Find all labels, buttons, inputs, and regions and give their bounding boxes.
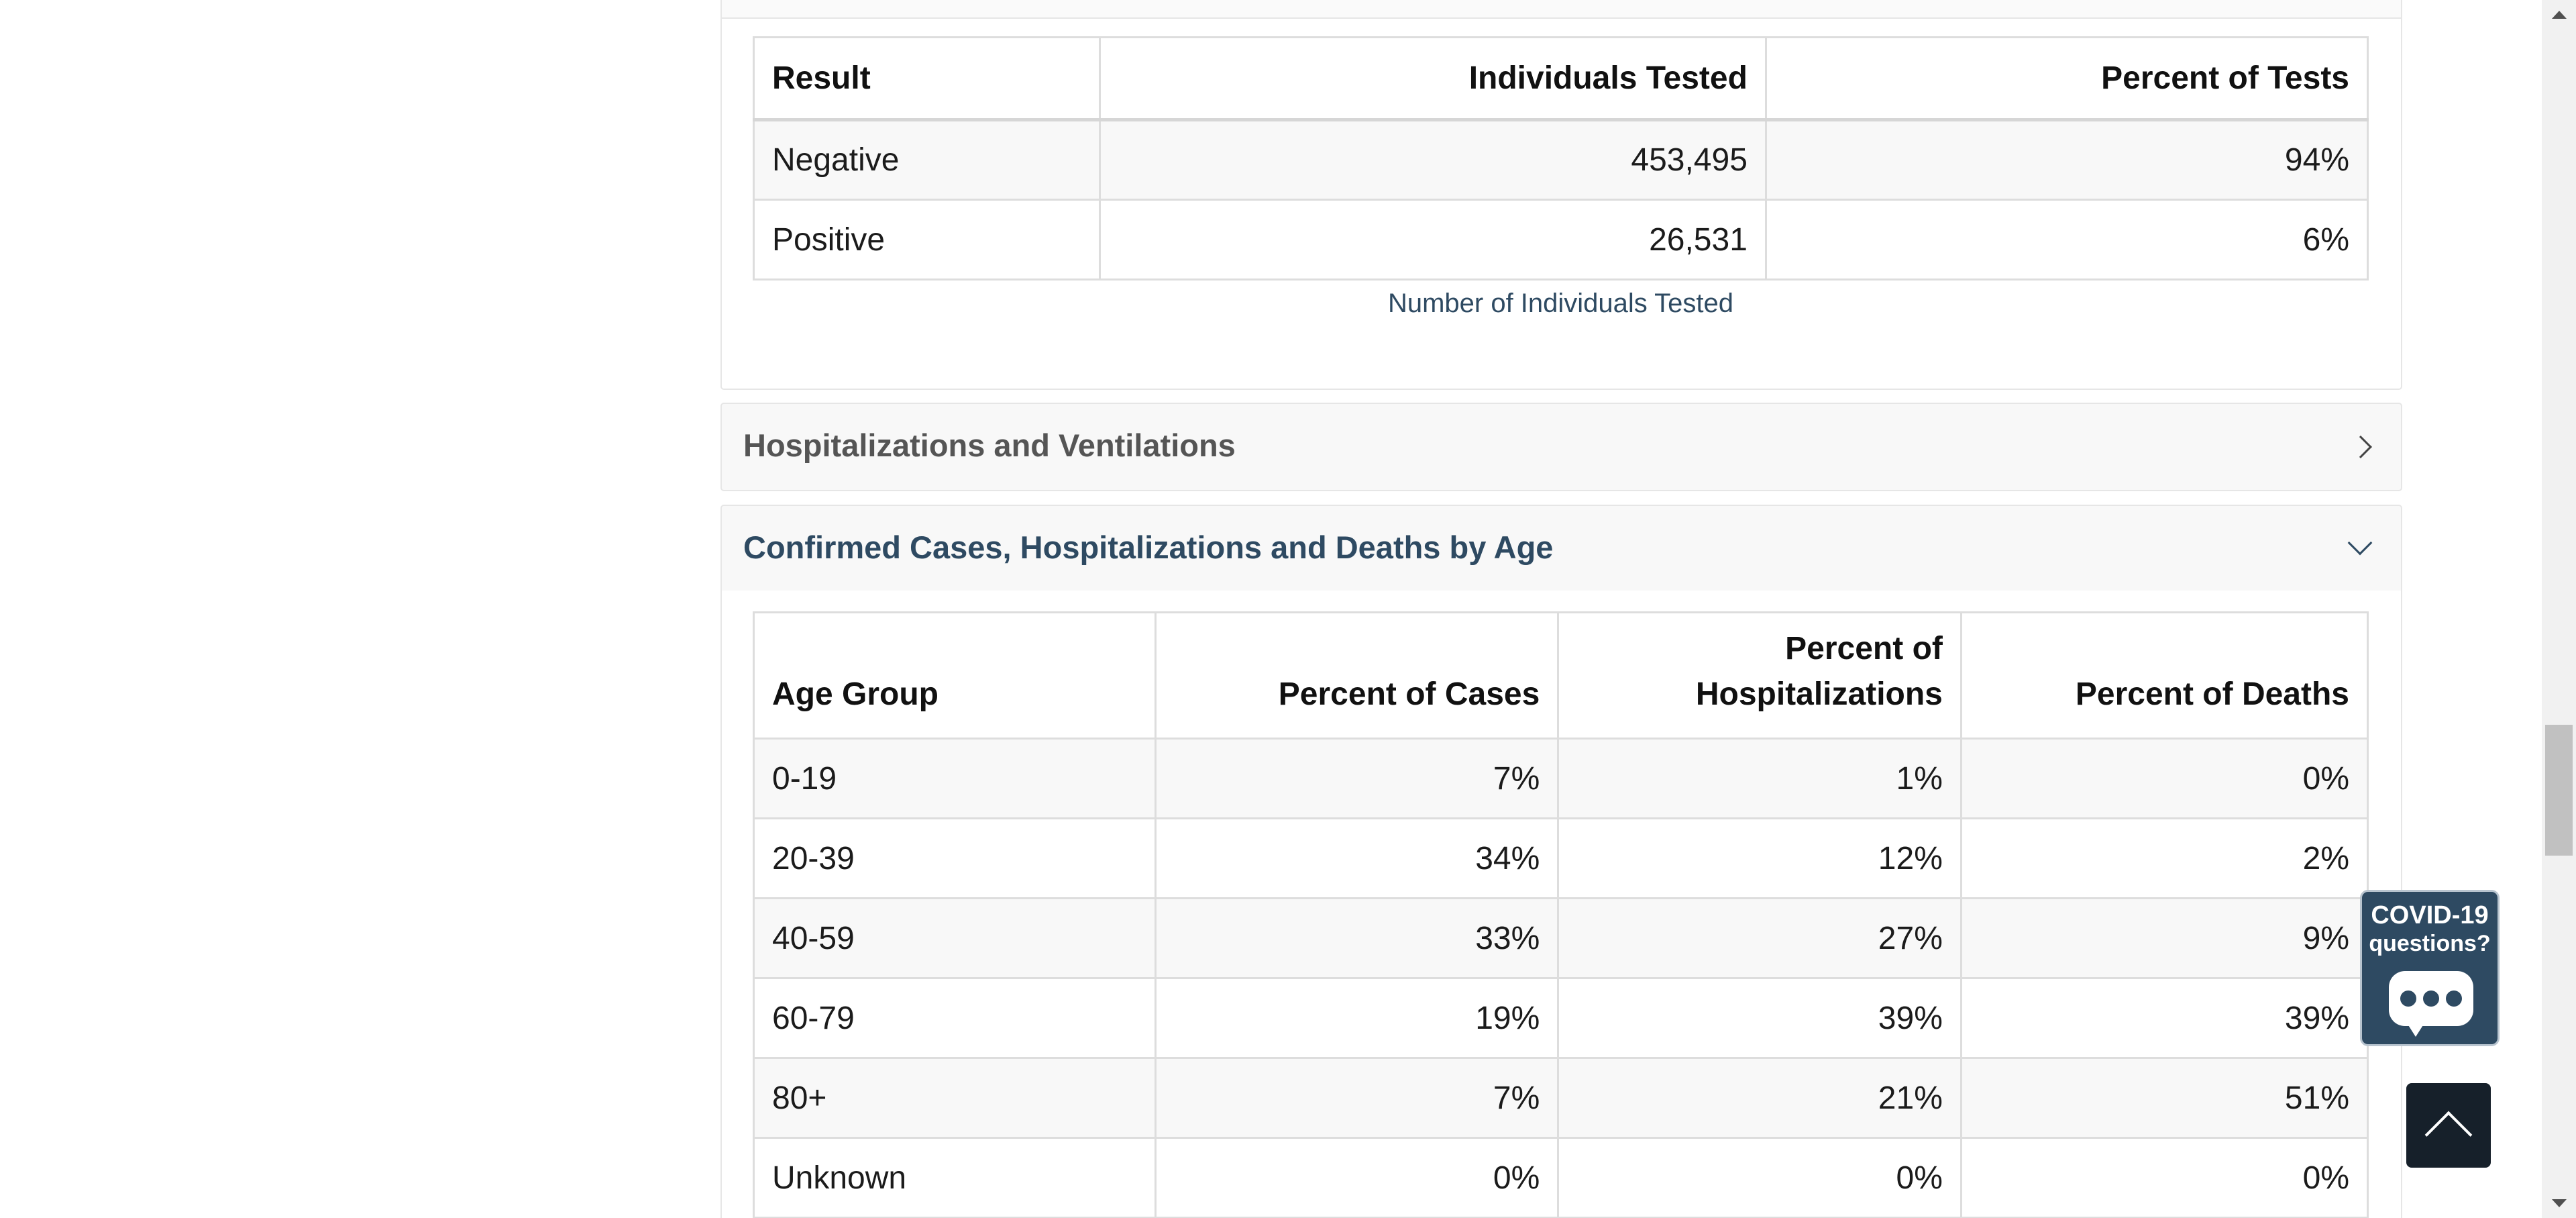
testing-panel-header xyxy=(722,0,2401,19)
cell-age-group: 20-39 xyxy=(752,817,1157,899)
accordion-hospitalizations[interactable]: Hospitalizations and Ventilations xyxy=(720,403,2402,491)
cell-percent-of-hospitalizations: 0% xyxy=(1557,1137,1962,1218)
chat-widget-subtitle: questions? xyxy=(2369,931,2491,956)
header-line: Hospitalizations xyxy=(1695,676,1943,712)
dot xyxy=(2423,991,2439,1007)
accordion-by-age[interactable]: Confirmed Cases, Hospitalizations and De… xyxy=(720,505,2402,593)
cell-percent-of-cases: 7% xyxy=(1155,738,1560,819)
table-row: 60-79 19% 39% 39% xyxy=(752,977,2369,1059)
column-header-percent-of-tests: Percent of Tests xyxy=(1764,36,2369,121)
scroll-up-button[interactable] xyxy=(2542,0,2576,30)
cell-percent-of-hospitalizations: 12% xyxy=(1557,817,1962,899)
cell-age-group: 60-79 xyxy=(752,977,1157,1059)
back-to-top-button[interactable] xyxy=(2406,1083,2491,1168)
cell-percent-of-cases: 19% xyxy=(1155,977,1560,1059)
chat-widget-title: COVID-19 xyxy=(2371,901,2489,929)
header-line: Percent of xyxy=(1785,631,1943,666)
table-row: 40-59 33% 27% 9% xyxy=(752,897,2369,979)
table-row: 0-19 7% 1% 0% xyxy=(752,738,2369,819)
cell-percent-of-deaths: 2% xyxy=(1960,817,2369,899)
scroll-down-button[interactable] xyxy=(2542,1188,2576,1218)
cell-result: Positive xyxy=(752,199,1102,281)
cell-individuals-tested: 26,531 xyxy=(1099,199,1767,281)
cell-percent-of-deaths: 0% xyxy=(1960,738,2369,819)
arrow-down-icon xyxy=(2551,1199,2567,1207)
cell-percent-of-deaths: 0% xyxy=(1960,1137,2369,1218)
column-header-percent-of-hospitalizations: Percent of Hospitalizations xyxy=(1557,611,1962,740)
age-breakdown-table: Age Group Percent of Cases Percent of Hos… xyxy=(752,611,2369,1218)
cell-percent-of-hospitalizations: 1% xyxy=(1557,738,1962,819)
testing-results-table: Result Individuals Tested Percent of Tes… xyxy=(752,36,2369,281)
table-row: 80+ 7% 21% 51% xyxy=(752,1057,2369,1139)
cell-percent-of-tests: 6% xyxy=(1764,199,2369,281)
scroll-thumb[interactable] xyxy=(2545,725,2573,856)
column-header-percent-of-deaths: Percent of Deaths xyxy=(1960,611,2369,740)
cell-percent-of-hospitalizations: 39% xyxy=(1557,977,1962,1059)
cell-result: Negative xyxy=(752,119,1102,201)
cell-percent-of-deaths: 39% xyxy=(1960,977,2369,1059)
cell-age-group: Unknown xyxy=(752,1137,1157,1218)
cell-percent-of-cases: 7% xyxy=(1155,1057,1560,1139)
column-header-percent-of-cases: Percent of Cases xyxy=(1155,611,1560,740)
cell-percent-of-cases: 0% xyxy=(1155,1137,1560,1218)
table-row: Negative 453,495 94% xyxy=(752,119,2369,201)
accordion-title[interactable]: Hospitalizations and Ventilations xyxy=(743,427,1236,463)
page-scrollbar[interactable] xyxy=(2542,0,2576,1218)
cell-percent-of-hospitalizations: 27% xyxy=(1557,897,1962,979)
cell-age-group: 0-19 xyxy=(752,738,1157,819)
accordion-title[interactable]: Confirmed Cases, Hospitalizations and De… xyxy=(743,529,1554,565)
table-row: 20-39 34% 12% 2% xyxy=(752,817,2369,899)
chevron-up-icon xyxy=(2424,1111,2473,1159)
covid-questions-chat-button[interactable]: COVID-19 questions? xyxy=(2360,890,2500,1046)
column-header-individuals-tested: Individuals Tested xyxy=(1099,36,1767,121)
dot xyxy=(2446,991,2462,1007)
arrow-up-icon xyxy=(2551,11,2567,19)
cell-age-group: 40-59 xyxy=(752,897,1157,979)
dot xyxy=(2400,991,2416,1007)
cell-individuals-tested: 453,495 xyxy=(1099,119,1767,201)
chevron-right-icon[interactable] xyxy=(2349,436,2372,458)
table-row: Positive 26,531 6% xyxy=(752,199,2369,281)
table-row: Unknown 0% 0% 0% xyxy=(752,1137,2369,1218)
cell-percent-of-deaths: 9% xyxy=(1960,897,2369,979)
chevron-down-icon[interactable] xyxy=(2347,530,2373,556)
column-header-result: Result xyxy=(752,36,1102,121)
chat-bubble-icon xyxy=(2389,971,2473,1026)
cell-age-group: 80+ xyxy=(752,1057,1157,1139)
cell-percent-of-cases: 34% xyxy=(1155,817,1560,899)
table-header-row: Result Individuals Tested Percent of Tes… xyxy=(752,36,2369,121)
cell-percent-of-deaths: 51% xyxy=(1960,1057,2369,1139)
cell-percent-of-tests: 94% xyxy=(1764,119,2369,201)
chat-bubble-tail xyxy=(2406,1022,2425,1037)
table-header-row: Age Group Percent of Cases Percent of Hos… xyxy=(752,611,2369,740)
cell-percent-of-hospitalizations: 21% xyxy=(1557,1057,1962,1139)
table-caption: Number of Individuals Tested xyxy=(1387,289,1734,318)
column-header-age-group: Age Group xyxy=(752,611,1157,740)
cell-percent-of-cases: 33% xyxy=(1155,897,1560,979)
